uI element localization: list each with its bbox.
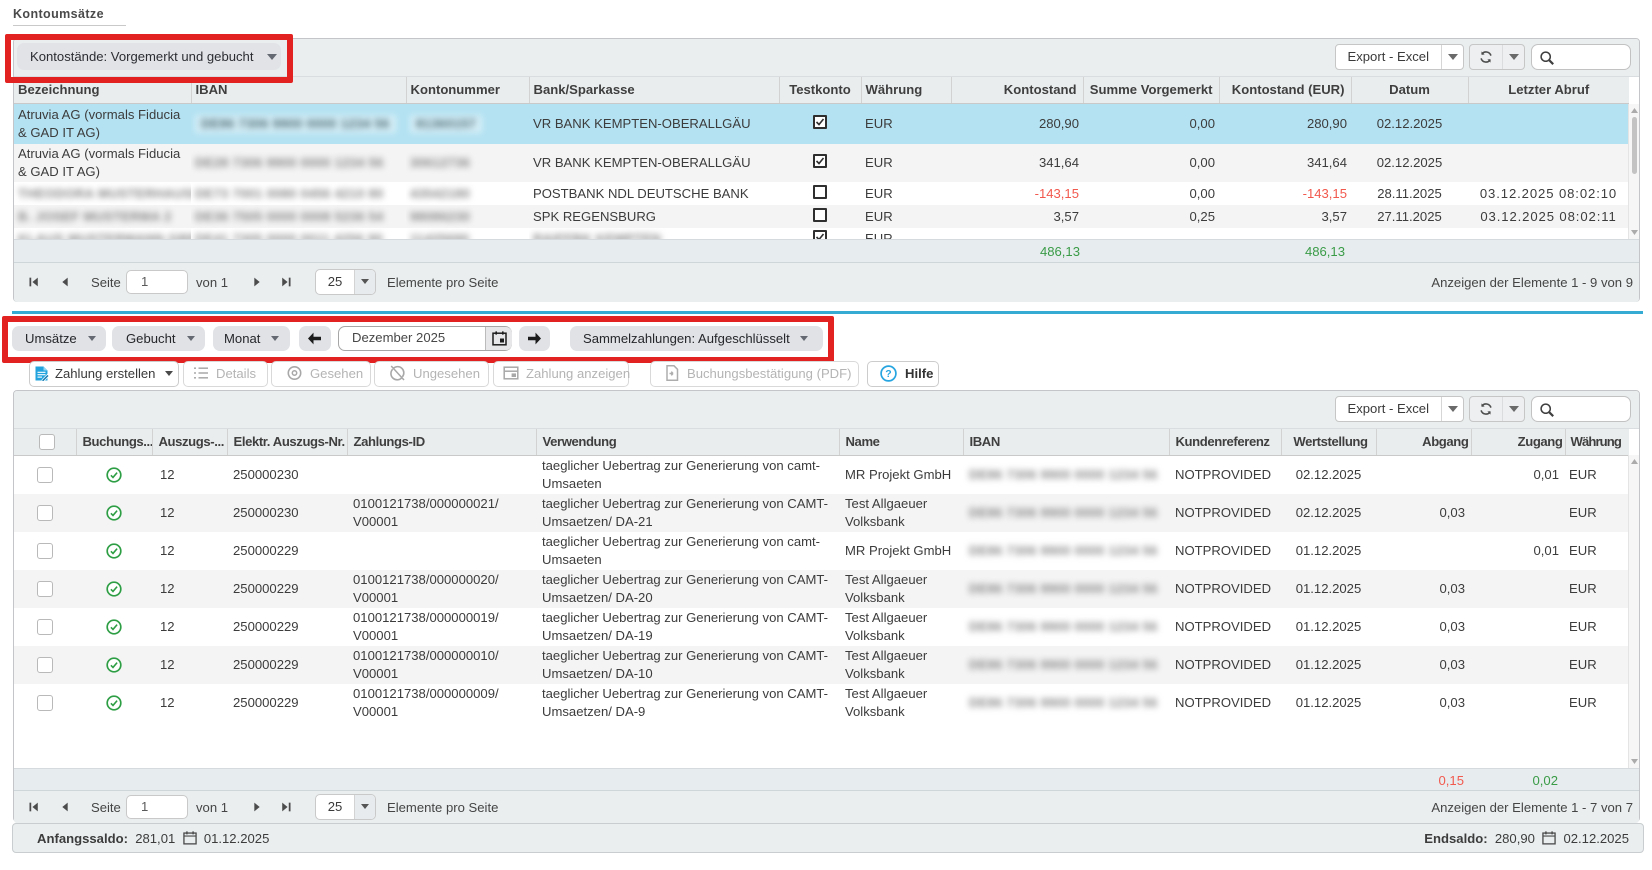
svg-text:?: ? [885, 368, 891, 380]
